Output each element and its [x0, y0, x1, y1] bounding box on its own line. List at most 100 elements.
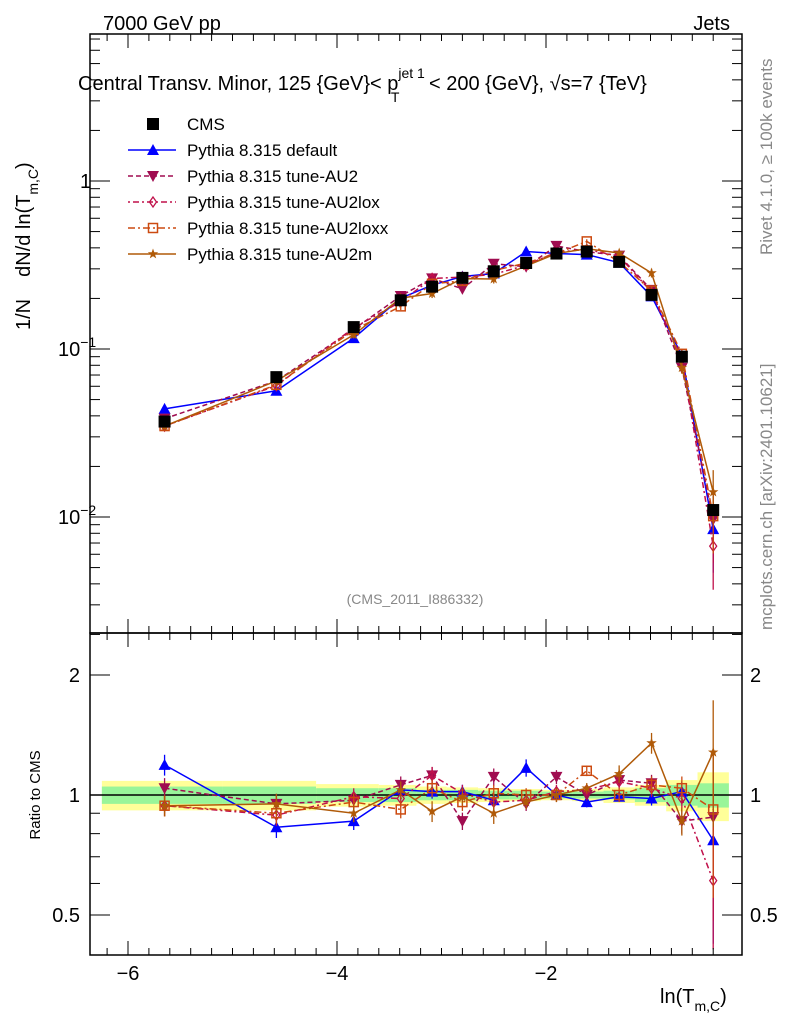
- y-tick-base: 1: [80, 171, 91, 193]
- data-point: [487, 258, 500, 270]
- y-axis-label: 1/NdN/d ln(Tm,C): [13, 162, 41, 330]
- ratio-line-3: [164, 769, 714, 814]
- series-line-1: [164, 245, 714, 520]
- ratio-point: [348, 807, 359, 818]
- ratio-point: [520, 796, 532, 807]
- ratio-point: [580, 796, 593, 808]
- ratio-tick-label: 1: [69, 785, 80, 807]
- cms-data-point: [707, 504, 720, 517]
- ratio-plot-marks: [158, 700, 720, 950]
- ratio-point: [550, 771, 563, 783]
- cms-data-point: [550, 247, 563, 260]
- ratio-uncertainty-bands: [101, 772, 729, 822]
- series-line-2: [164, 248, 714, 547]
- legend-entry: Pythia 8.315 tune-AU2lox: [128, 193, 380, 212]
- cms-data-point: [613, 255, 626, 268]
- ratio-line-1: [164, 774, 714, 823]
- cms-data-point: [580, 245, 593, 258]
- legend-label: Pythia 8.315 default: [187, 141, 338, 160]
- analysis-id: (CMS_2011_I886332): [347, 591, 484, 607]
- ratio-point: [158, 758, 171, 770]
- cms-data-point: [158, 415, 171, 428]
- legend-entry: Pythia 8.315 tune-AU2loxx: [128, 219, 389, 238]
- legend-marker: [147, 248, 159, 259]
- cms-data-point: [487, 265, 500, 278]
- data-point: [646, 267, 657, 278]
- legend-entry: Pythia 8.315 default: [128, 141, 338, 160]
- cms-data-point: [520, 257, 533, 270]
- title-sup: jet 1: [397, 65, 425, 81]
- ratio-point: [645, 792, 658, 804]
- series-line-0: [164, 250, 714, 530]
- ratio-point: [613, 768, 625, 779]
- ratio-point: [457, 791, 468, 802]
- ratio-point: [646, 779, 657, 791]
- ratio-y-axis-label: Ratio to CMS: [27, 750, 44, 839]
- legend: CMS Pythia 8.315 default Pythia 8.315 tune…: [128, 115, 389, 264]
- title-part1: Central Transv. Minor, 125 {GeV}< p: [78, 73, 398, 95]
- y-tick-label: 1: [80, 171, 91, 193]
- data-point: [613, 247, 625, 258]
- legend-marker: [147, 118, 159, 130]
- ratio-point: [581, 765, 593, 777]
- data-point: [676, 362, 688, 373]
- ratio-point: [456, 816, 469, 828]
- legend-marker: [147, 171, 159, 182]
- ratio-tick-label: 0.5: [52, 905, 80, 927]
- x-axis-label: ln(Tm,C): [660, 986, 727, 1014]
- x-tick-label: −4: [326, 963, 349, 985]
- series-line-4: [164, 247, 714, 493]
- data-point: [520, 245, 533, 257]
- data-point: [488, 273, 499, 284]
- ratio-point: [676, 815, 688, 826]
- ratio-point: [520, 761, 533, 773]
- legend-label: CMS: [187, 115, 225, 134]
- ratio-line-4: [164, 741, 714, 824]
- title-sub: T: [391, 89, 400, 105]
- header-left: 7000 GeV pp: [103, 13, 221, 35]
- ratio-point: [426, 805, 438, 816]
- ratio-tick-label: 0.5: [750, 905, 778, 927]
- ratio-point: [271, 798, 282, 809]
- main-plot-marks: [158, 236, 720, 590]
- x-tick-label: −2: [535, 963, 558, 985]
- y-tick-label: 10−1: [58, 334, 96, 361]
- legend-marker: [147, 222, 159, 234]
- ratio-frame: [89, 632, 743, 956]
- ratio-point: [395, 784, 406, 795]
- ratio-tick-label: 1: [750, 785, 761, 807]
- data-point: [158, 402, 171, 414]
- data-point: [426, 288, 438, 298]
- legend-entry: Pythia 8.315 tune-AU2: [128, 167, 358, 186]
- ratio-point: [708, 746, 719, 757]
- ratio-point: [488, 788, 499, 799]
- legend-entry: CMS: [147, 115, 225, 134]
- ratio-point: [487, 771, 500, 783]
- rivet-version-label: Rivet 4.1.0, ≥ 100k events: [757, 59, 776, 255]
- cms-data-point: [675, 350, 688, 363]
- title-sqrt: √: [550, 73, 561, 95]
- x-tick-label: −6: [117, 963, 140, 985]
- ratio-point: [158, 783, 171, 795]
- cms-data-point: [645, 288, 658, 301]
- ratio-point: [270, 821, 283, 833]
- ratio-tick-label: 2: [69, 665, 80, 687]
- ratio-point: [676, 782, 688, 794]
- cms-data-point: [456, 271, 469, 284]
- ratio-point: [159, 800, 170, 811]
- ratio-point: [646, 737, 657, 748]
- ratio-point: [614, 775, 624, 788]
- ratio-point: [581, 782, 592, 793]
- ratio-point: [613, 789, 625, 801]
- ratio-point: [395, 804, 406, 815]
- y-tick-label: 10−2: [58, 502, 96, 529]
- legend-label: Pythia 8.315 tune-AU2lox: [187, 193, 380, 212]
- series-line-3: [164, 240, 714, 517]
- header-right: Jets: [693, 13, 730, 35]
- data-point: [348, 329, 359, 340]
- ratio-point: [551, 789, 562, 800]
- legend-label: Pythia 8.315 tune-AU2: [187, 167, 358, 186]
- y-tick-exponent: −1: [80, 334, 96, 350]
